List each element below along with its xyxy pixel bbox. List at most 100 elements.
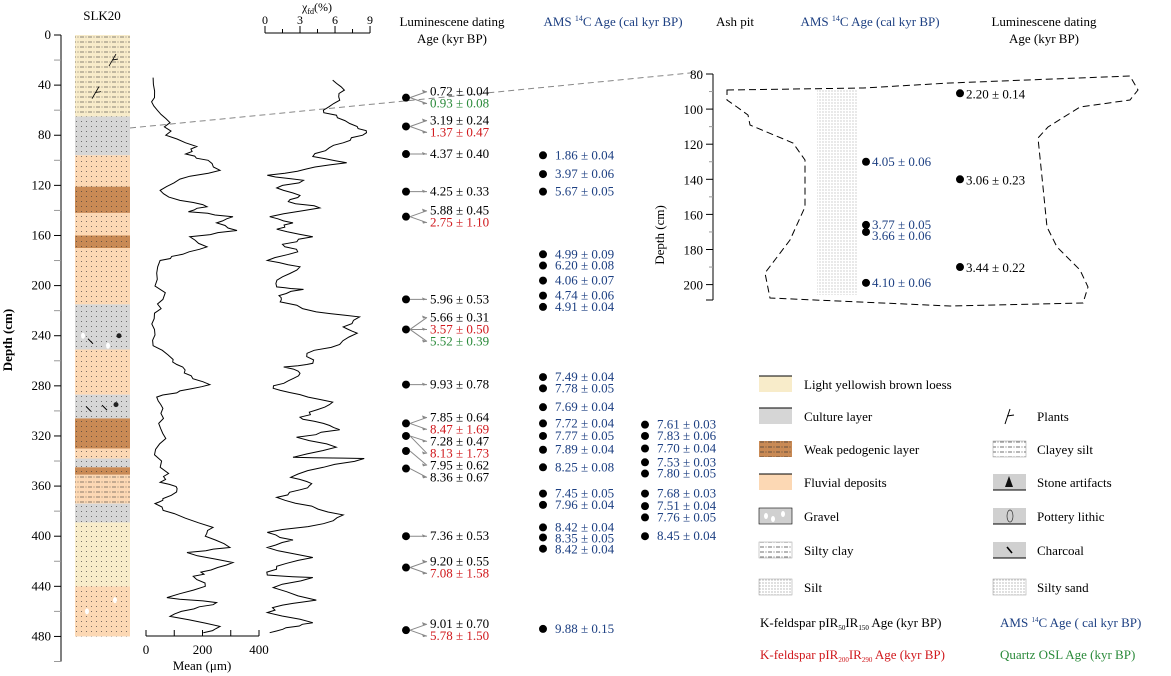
depth-tick-label: 320 — [32, 428, 52, 443]
arrow-line — [409, 210, 428, 218]
arrowhead-icon — [422, 463, 427, 467]
legend-swatch-border — [758, 507, 793, 525]
ams-sample-dot — [539, 624, 547, 633]
legend-method-osl: Quartz OSL Age (kyr BP) — [1000, 647, 1135, 662]
luminescence-age-pir50: 0.72 ± 0.04 — [430, 84, 490, 99]
arrowhead-icon — [422, 152, 427, 156]
depth-tick-label: 40 — [38, 77, 51, 92]
legend-label-silty-clay: Silty clay — [804, 543, 854, 558]
ams-sample-dot — [641, 431, 649, 440]
ams-sample-dot — [641, 489, 649, 498]
legend-pattern — [758, 541, 793, 559]
luminescence-age-pir50: 7.28 ± 0.47 — [430, 433, 490, 448]
legend-swatch-loess — [759, 376, 792, 392]
luminescence-age-pir50: 5.96 ± 0.53 — [430, 291, 489, 306]
ams-age-label: 8.45 ± 0.04 — [657, 528, 717, 543]
ams-age-label: 7.77 ± 0.05 — [555, 428, 614, 443]
arrowhead-icon — [422, 571, 427, 575]
depth-tick-label: 280 — [32, 378, 52, 393]
ams-sample-dot — [641, 458, 649, 467]
ams-age-label: 6.20 ± 0.08 — [555, 258, 614, 273]
luminescence-age-pir200: 7.08 ± 1.58 — [430, 566, 489, 581]
luminescence-age-pir50: 7.95 ± 0.62 — [430, 457, 489, 472]
lithology-pattern — [75, 235, 130, 249]
arrowhead-icon — [422, 415, 427, 419]
legend-method-pir50: K-feldspar pIR50IR150 Age (kyr BP) — [760, 615, 941, 632]
ams-sample-dot — [539, 500, 547, 509]
ams-sample-dot — [539, 544, 547, 553]
ams-sample-dot — [539, 291, 547, 300]
depth-tick-label: 400 — [32, 528, 52, 543]
ams-sample-dot — [539, 276, 547, 285]
luminescence-age-pir50: 7.36 ± 0.53 — [430, 528, 489, 543]
lithology-pattern — [75, 503, 130, 523]
ash-lum-title-line1: Luminescene dating — [991, 14, 1097, 29]
luminescence-age-pir50: 3.19 ± 0.24 — [430, 112, 490, 127]
luminescence-age-pir50: 9.20 ± 0.55 — [430, 554, 489, 569]
arrowhead-icon — [422, 634, 427, 638]
ams-age-label: 8.25 ± 0.08 — [555, 459, 614, 474]
lum-title-line2: Age (kyr BP) — [417, 31, 487, 46]
plants-icon — [91, 86, 102, 99]
ash-luminescence-age-label: 3.44 ± 0.22 — [966, 260, 1025, 275]
legend-label-loess: Light yellowish brown loess — [804, 377, 952, 392]
ams-sample-dot — [539, 170, 547, 179]
lithology-pattern — [75, 212, 130, 236]
stone-artifact-icon — [1005, 476, 1013, 487]
chi-axis-title: χfd(%) — [301, 0, 332, 16]
gravel-icon — [113, 597, 117, 604]
ams-age-label: 7.83 ± 0.06 — [657, 428, 717, 443]
arrow-line — [409, 416, 428, 424]
lithology-pattern — [75, 186, 130, 213]
charcoal-icon — [101, 404, 108, 411]
arrow-line — [409, 468, 428, 478]
chi-tick-label: 0 — [262, 13, 268, 27]
luminescence-age-osl: 0.93 ± 0.08 — [430, 96, 489, 111]
depth-tick-label: 240 — [32, 328, 52, 343]
ash-pit-title: Ash pit — [716, 14, 754, 29]
luminescence-sample-dot — [402, 431, 410, 440]
ams-sample-dot — [539, 431, 547, 440]
ams-sample-dot — [539, 302, 547, 311]
legend-pattern — [992, 578, 1027, 596]
ams-sample-dot — [539, 533, 547, 542]
legend-label-silty-sand: Silty sand — [1037, 580, 1089, 595]
luminescence-sample-dot — [402, 325, 410, 334]
lithology-pattern — [75, 304, 130, 350]
charcoal-icon — [85, 406, 92, 412]
depth-tick-label: 440 — [32, 578, 52, 593]
ams-sample-dot — [539, 384, 547, 393]
luminescence-sample-dot — [402, 626, 410, 635]
ams-age-label: 7.70 ± 0.04 — [657, 440, 717, 455]
ash-luminescence-age-label: 2.20 ± 0.14 — [966, 86, 1026, 101]
legend-swatch-pottery — [993, 508, 1026, 524]
ams-age-label: 7.69 ± 0.04 — [555, 399, 615, 414]
ams-sample-dot — [641, 502, 649, 511]
arrowhead-icon — [422, 327, 427, 331]
ams-age-label: 7.80 ± 0.05 — [657, 466, 716, 481]
arrowhead-icon — [422, 475, 427, 479]
ams-age-label: 1.86 ± 0.04 — [555, 147, 615, 162]
arrowhead-icon — [422, 297, 427, 301]
mean-tick-label: 200 — [193, 642, 213, 657]
pottery-icon — [1006, 509, 1014, 523]
luminescence-sample-dot — [402, 187, 410, 196]
ash-ams-age-label: 3.66 ± 0.06 — [872, 228, 932, 243]
ams-sample-dot — [539, 419, 547, 428]
luminescence-age-pir200: 3.57 ± 0.50 — [430, 321, 489, 336]
ash-pit-outline — [726, 75, 1139, 307]
gravel-icon — [81, 332, 85, 339]
charcoal-icon — [1006, 546, 1013, 554]
ams-age-label: 4.06 ± 0.07 — [555, 273, 615, 288]
ash-luminescence-dot — [956, 175, 964, 184]
depth-tick-label: 160 — [32, 227, 52, 242]
arrowhead-icon — [422, 89, 427, 93]
ams-age-label: 4.91 ± 0.04 — [555, 299, 615, 314]
legend-label-charcoal: Charcoal — [1037, 543, 1084, 558]
stone-artifact-icon — [113, 402, 119, 408]
ams-sample-dot — [539, 187, 547, 196]
arrow-line — [409, 561, 428, 568]
legend-label-pedogenic: Weak pedogenic layer — [804, 442, 920, 457]
